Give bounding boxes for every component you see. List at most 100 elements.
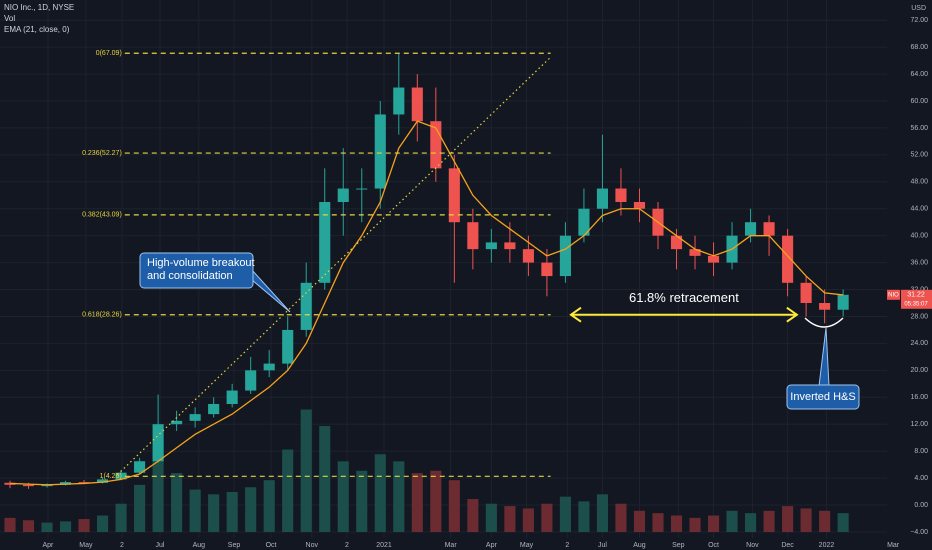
x-tick-label: 2 xyxy=(120,542,124,549)
candle-body xyxy=(337,188,349,203)
x-tick-label: Jul xyxy=(598,542,607,549)
volume-bar xyxy=(22,520,35,532)
volume-bar xyxy=(522,508,534,532)
volume-bar xyxy=(78,519,90,532)
volume-bar xyxy=(670,515,683,532)
candle-body xyxy=(430,121,442,169)
y-tick-label: 8.00 xyxy=(914,448,928,455)
countdown-label: 05:35:07 xyxy=(904,301,928,307)
x-tick-label: 2 xyxy=(345,542,349,549)
volume-bar xyxy=(707,515,720,532)
candle-body xyxy=(800,282,812,304)
candle-body xyxy=(393,87,405,115)
candle-body xyxy=(819,303,831,310)
x-tick-label: Nov xyxy=(746,542,759,549)
fib-label: 0(67.09) xyxy=(96,50,122,57)
volume-bar xyxy=(726,510,738,532)
candle-body xyxy=(245,370,257,391)
x-tick-label: May xyxy=(520,542,534,549)
candle-body xyxy=(208,404,220,415)
y-tick-label: 72.00 xyxy=(910,17,928,24)
candle-body xyxy=(670,235,683,250)
candle-body xyxy=(152,424,164,462)
volume-bar xyxy=(356,470,368,532)
volume-bar xyxy=(319,426,331,532)
volume-bar xyxy=(300,409,312,532)
callout-box xyxy=(139,252,254,289)
candle-body xyxy=(837,294,849,310)
x-tick-label: Sep xyxy=(228,542,241,549)
legend-ema: EMA (21, close, 0) xyxy=(4,25,70,34)
volume-bar xyxy=(374,454,386,532)
x-tick-label: Dec xyxy=(781,542,794,549)
y-tick-label: 24.00 xyxy=(910,340,928,347)
fib-label: 0.236(52.27) xyxy=(82,150,122,157)
callout-box xyxy=(786,384,860,410)
shoulders-arc xyxy=(804,317,844,328)
candle-body xyxy=(411,87,423,122)
candle-body xyxy=(633,202,646,209)
candle-body xyxy=(541,262,553,277)
arrow-head xyxy=(786,306,799,323)
candle-body xyxy=(504,242,516,250)
candle-body xyxy=(356,188,368,190)
x-tick-label: 2021 xyxy=(376,542,392,549)
x-tick-label: Mar xyxy=(445,542,458,549)
candle-body xyxy=(171,420,183,425)
candle-body xyxy=(522,249,534,263)
y-tick-label: 16.00 xyxy=(910,394,928,401)
x-tick-label: Jul xyxy=(155,542,164,549)
volume-bar xyxy=(800,508,812,532)
y-tick-label: 56.00 xyxy=(910,125,928,132)
ticker-tag-label: NIO xyxy=(888,292,899,298)
candle-body xyxy=(115,472,127,480)
volume-bar xyxy=(745,513,757,532)
arrow-head xyxy=(569,306,582,323)
y-tick-label: 0.00 xyxy=(914,502,928,509)
volume-bar xyxy=(819,510,831,532)
candle-body xyxy=(596,188,609,209)
price-tag-label: 31.22 xyxy=(907,292,925,299)
x-tick-label: Apr xyxy=(42,542,54,549)
legend-title: NIO Inc., 1D, NYSE xyxy=(4,3,74,12)
volume-bar xyxy=(689,517,701,532)
volume-bar xyxy=(782,506,794,532)
x-tick-label: 2022 xyxy=(819,542,835,549)
volume-bar xyxy=(263,480,275,532)
candle-body xyxy=(282,329,294,364)
candle-body xyxy=(134,461,146,473)
volume-bar xyxy=(393,461,405,532)
x-tick-label: Oct xyxy=(266,542,277,549)
currency-label: USD xyxy=(911,5,926,12)
candle-body xyxy=(22,484,35,487)
candle-body xyxy=(226,390,238,405)
volume-bar xyxy=(171,473,183,532)
x-tick-label: Aug xyxy=(633,542,646,549)
volume-bar xyxy=(97,515,109,532)
volume-bar xyxy=(541,503,553,532)
callout-text: and consolidation xyxy=(147,270,233,282)
x-tick-label: Nov xyxy=(306,542,319,549)
x-tick-label: Apr xyxy=(486,542,498,549)
callout-text: High-volume breakout xyxy=(147,257,255,269)
candle-body xyxy=(300,282,312,330)
candle-body xyxy=(559,235,571,277)
y-tick-label: 64.00 xyxy=(910,71,928,78)
candle-body xyxy=(189,414,201,421)
volume-bar xyxy=(837,513,849,532)
x-tick-label: Sep xyxy=(672,542,685,549)
x-tick-label: Mar xyxy=(887,542,900,549)
candle-body xyxy=(707,255,720,263)
volume-bar xyxy=(652,513,664,532)
y-tick-label: 60.00 xyxy=(910,98,928,105)
y-tick-label: 28.00 xyxy=(910,313,928,320)
y-tick-label: 4.00 xyxy=(914,475,928,482)
y-tick-label: 68.00 xyxy=(910,44,928,51)
fib-label: 0.382(43.09) xyxy=(82,212,122,219)
volume-bar xyxy=(485,503,497,532)
volume-bar xyxy=(504,506,516,532)
candle-body xyxy=(319,202,331,283)
volume-bar xyxy=(559,496,571,532)
volume-bar xyxy=(245,487,257,532)
